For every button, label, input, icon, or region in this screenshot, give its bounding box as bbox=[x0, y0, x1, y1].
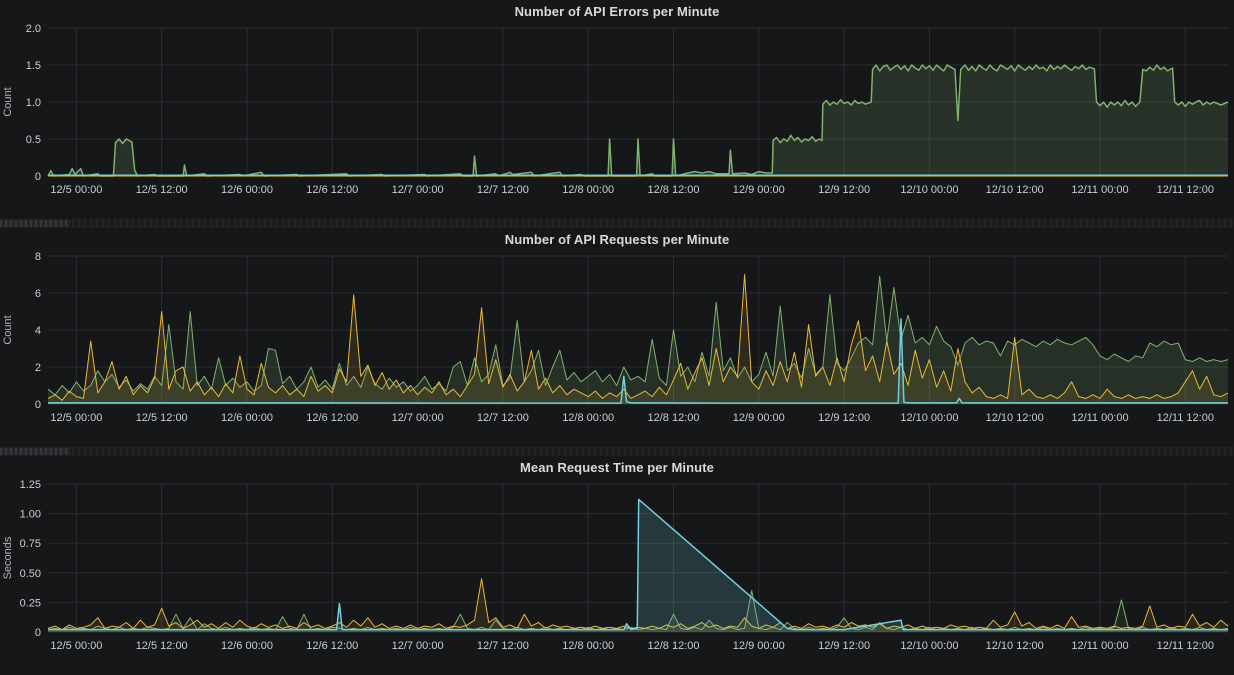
x-tick-label: 12/11 00:00 bbox=[1071, 640, 1128, 652]
panel-title-api-requests[interactable]: Number of API Requests per Minute bbox=[504, 232, 730, 247]
x-tick-label: 12/8 12:00 bbox=[648, 412, 700, 424]
x-tick-label: 12/7 12:00 bbox=[477, 184, 529, 196]
y-tick-label: 4 bbox=[35, 325, 41, 337]
x-tick-label: 12/9 00:00 bbox=[733, 640, 785, 652]
series-line-cyan[interactable] bbox=[48, 498, 1228, 631]
x-tick-label: 12/6 00:00 bbox=[221, 184, 273, 196]
x-tick-label: 12/6 12:00 bbox=[306, 184, 358, 196]
series-line-yellow[interactable] bbox=[47, 274, 1229, 401]
series-fill-yellow bbox=[48, 578, 1228, 632]
y-tick-label: 2 bbox=[35, 362, 41, 374]
panel-divider[interactable] bbox=[0, 219, 1234, 228]
x-tick-label: 12/6 00:00 bbox=[221, 640, 273, 652]
y-tick-label: 0 bbox=[35, 399, 41, 411]
x-tick-label: 12/5 00:00 bbox=[50, 640, 102, 652]
panel-api-requests: Number of API Requests per Minute 0 2 4 6 8 1… bbox=[0, 228, 1234, 447]
x-tick-label: 12/10 00:00 bbox=[900, 640, 958, 652]
panel-drag-handle[interactable] bbox=[0, 448, 70, 455]
panel-title-api-errors[interactable]: Number of API Errors per Minute bbox=[514, 4, 720, 19]
y-tick-label: 0.50 bbox=[20, 568, 41, 580]
series-fill-yellow bbox=[48, 274, 1228, 404]
x-tick-label: 12/10 12:00 bbox=[986, 412, 1044, 424]
x-tick-label: 12/5 12:00 bbox=[136, 640, 188, 652]
panel-divider[interactable] bbox=[0, 447, 1234, 456]
x-tick-label: 12/6 00:00 bbox=[221, 412, 273, 424]
y-tick-label: 0 bbox=[35, 627, 41, 639]
x-tick-label: 12/11 12:00 bbox=[1157, 184, 1214, 196]
y-tick-label: 1.5 bbox=[26, 60, 41, 72]
x-tick-label: 12/5 12:00 bbox=[136, 412, 188, 424]
series-line-green[interactable] bbox=[47, 275, 1229, 396]
x-tick-label: 12/10 00:00 bbox=[900, 412, 958, 424]
x-tick-label: 12/9 00:00 bbox=[733, 184, 785, 196]
x-tick-label: 12/9 00:00 bbox=[733, 412, 785, 424]
x-tick-label: 12/5 00:00 bbox=[50, 412, 102, 424]
x-tick-label: 12/10 12:00 bbox=[986, 640, 1044, 652]
panel-api-errors: Number of API Errors per Minute 0 0.5 1.0 1… bbox=[0, 0, 1234, 219]
y-tick-label: 8 bbox=[35, 252, 41, 263]
panel-title-mean-request-time[interactable]: Mean Request Time per Minute bbox=[520, 460, 714, 475]
y-tick-label: 6 bbox=[35, 288, 41, 300]
x-tick-label: 12/8 00:00 bbox=[562, 412, 614, 424]
x-tick-label: 12/9 12:00 bbox=[818, 184, 870, 196]
series-fill-green bbox=[48, 65, 1228, 176]
x-tick-label: 12/7 12:00 bbox=[477, 412, 529, 424]
y-tick-label: 1.25 bbox=[20, 480, 41, 491]
y-tick-label: 1.00 bbox=[20, 509, 41, 521]
y-tick-label: 0 bbox=[35, 171, 41, 183]
x-tick-label: 12/8 12:00 bbox=[648, 184, 700, 196]
chart-api-requests[interactable]: 0 2 4 6 8 12/5 00:00 12/5 12:00 12/6 00:00 12/6 … bbox=[0, 252, 1234, 447]
y-axis-title: Count bbox=[2, 315, 14, 344]
y-axis-title: Count bbox=[2, 87, 14, 116]
x-tick-label: 12/7 00:00 bbox=[392, 640, 444, 652]
x-tick-label: 12/7 00:00 bbox=[392, 184, 444, 196]
y-tick-label: 2.0 bbox=[26, 24, 41, 35]
x-tick-label: 12/11 12:00 bbox=[1157, 412, 1214, 424]
x-tick-label: 12/6 12:00 bbox=[306, 412, 358, 424]
x-tick-label: 12/6 12:00 bbox=[306, 640, 358, 652]
chart-api-errors[interactable]: 0 0.5 1.0 1.5 2.0 12/5 00:00 12/5 12:00 12/6 00… bbox=[0, 24, 1234, 219]
x-tick-label: 12/8 00:00 bbox=[562, 640, 614, 652]
x-tick-label: 12/7 12:00 bbox=[477, 640, 529, 652]
x-tick-label: 12/8 12:00 bbox=[648, 640, 700, 652]
x-tick-label: 12/9 12:00 bbox=[818, 640, 870, 652]
y-tick-label: 0.25 bbox=[20, 597, 41, 609]
series-line-cyan[interactable] bbox=[48, 318, 1228, 404]
panel-mean-request-time: Mean Request Time per Minute 0 0.25 0.50 0.… bbox=[0, 456, 1234, 675]
x-tick-label: 12/8 00:00 bbox=[562, 184, 614, 196]
x-tick-label: 12/11 00:00 bbox=[1071, 412, 1128, 424]
x-tick-label: 12/10 00:00 bbox=[900, 184, 958, 196]
y-tick-label: 0.5 bbox=[26, 134, 41, 146]
x-tick-label: 12/5 00:00 bbox=[50, 184, 102, 196]
x-tick-label: 12/9 12:00 bbox=[818, 412, 870, 424]
y-tick-label: 0.75 bbox=[20, 538, 41, 550]
chart-mean-request-time[interactable]: 0 0.25 0.50 0.75 1.00 1.25 12/5 00:00 12/5 12:0… bbox=[0, 480, 1234, 675]
x-tick-label: 12/7 00:00 bbox=[392, 412, 444, 424]
y-tick-label: 1.0 bbox=[26, 97, 41, 109]
x-tick-label: 12/5 12:00 bbox=[136, 184, 188, 196]
panel-drag-handle[interactable] bbox=[0, 220, 70, 227]
x-tick-label: 12/11 00:00 bbox=[1071, 184, 1128, 196]
y-axis-title: Seconds bbox=[2, 536, 14, 579]
x-tick-label: 12/11 12:00 bbox=[1157, 640, 1214, 652]
x-tick-label: 12/10 12:00 bbox=[986, 184, 1044, 196]
